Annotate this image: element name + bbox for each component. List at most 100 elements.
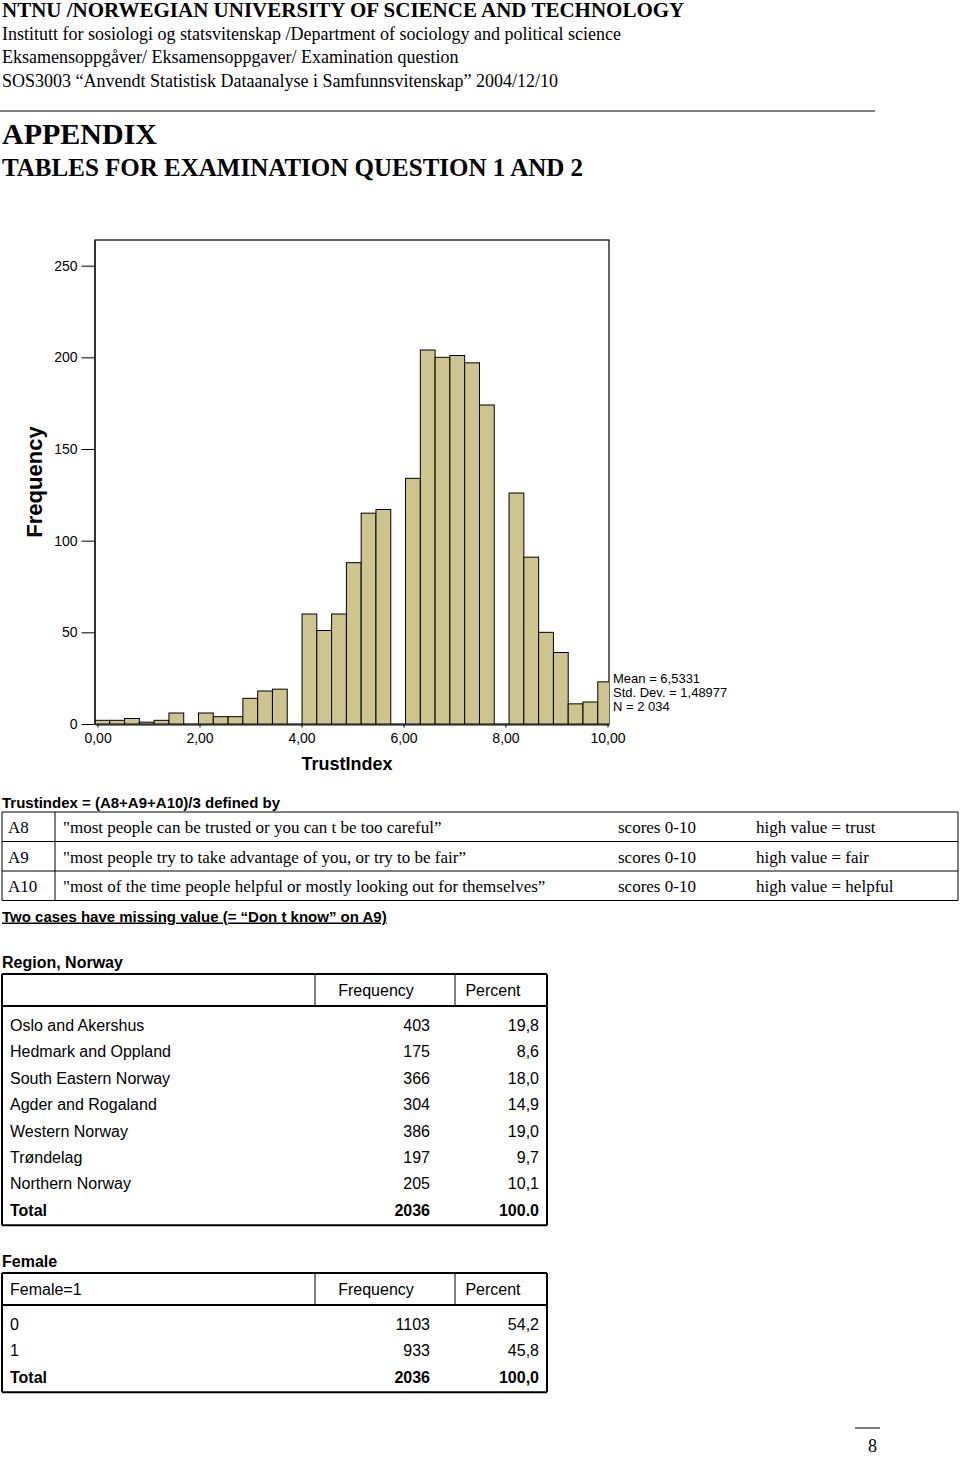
page: NTNU /NORWEGIAN UNIVERSITY OF SCIENCE AN… [0,0,960,1460]
x-tick-mark [98,725,99,728]
bar [509,493,524,724]
table-cell: 100.0 [499,1202,539,1219]
table-cell: 14,9 [508,1096,539,1113]
x-tick-mark [404,725,405,728]
y-tick-mark [82,632,95,633]
x-tick: 0,00 [84,725,111,747]
table-cell: Agder and Rogaland [10,1096,157,1113]
definition-cell: "most of the time people helpful or most… [63,877,545,896]
definition-cell: high value = trust [756,818,876,837]
bar [376,510,391,725]
y-tick-label: 150 [54,441,78,457]
table-border [2,1304,547,1306]
bar [539,632,554,724]
annotation: Std. Dev. = 1,48977 [613,685,727,700]
table-header: Percent [465,982,521,999]
x-tick-mark [302,725,303,728]
table-cell: 19,0 [508,1123,539,1140]
table-cell: Hedmark and Oppland [10,1043,171,1060]
y-tick: 100 [54,533,94,549]
table-cell: Oslo and Akershus [10,1017,144,1034]
page-rule [855,1428,880,1429]
bar [199,713,214,724]
bar [553,653,568,725]
table-cell: 9,7 [517,1149,539,1166]
table-title: Region, Norway [2,954,123,971]
x-tick-label: 10,00 [590,730,625,746]
bar [346,563,361,724]
table-border [1,974,3,1225]
header-line: SOS3003 “Anvendt Statistisk Dataanalyse … [2,71,558,91]
table-cell: Trøndelag [10,1149,82,1166]
definition-note: Two cases have missing value (= “Don t k… [2,908,387,925]
table-cell: 386 [403,1123,430,1140]
annotation: N = 2 034 [613,699,670,714]
bar [287,724,302,725]
page-svg: NTNU /NORWEGIAN UNIVERSITY OF SCIENCE AN… [0,0,960,1460]
x-axis: 0,002,004,006,008,0010,00 [84,725,625,747]
table-title: Female [2,1253,57,1270]
x-tick-mark [200,725,201,728]
header-line: Eksamensoppgåver/ Eksamensoppgaver/ Exam… [2,47,458,67]
bar [302,614,317,724]
bar [272,689,287,724]
table-border [55,812,56,901]
x-axis-title: TrustIndex [301,754,392,774]
table-cell: 2036 [394,1369,430,1386]
bar [154,720,169,724]
table-header: Percent [465,1281,521,1298]
bar [450,356,465,725]
bar [598,682,609,724]
table-border [2,1005,547,1007]
y-tick: 200 [54,349,94,365]
table-border [2,812,3,901]
table-rule [315,1273,316,1305]
table-rule [2,871,958,872]
bar [258,691,273,724]
definition-title: Trustindex = (A8+A9+A10)/3 defined by [2,794,281,811]
table-cell: 304 [403,1096,430,1113]
definition-cell: scores 0-10 [618,848,696,867]
y-tick: 150 [54,441,94,457]
table-cell: 1 [10,1342,19,1359]
bar [332,614,347,724]
definition-cell: scores 0-10 [618,877,696,896]
table-border [546,974,548,1225]
bars [95,350,609,724]
table-header: Frequency [338,1281,414,1298]
table-cell: 0 [10,1316,19,1333]
x-tick-mark [505,725,506,728]
table-border [2,1391,547,1393]
table-cell: 366 [403,1070,430,1087]
table-rule [315,974,316,1006]
appendix-title: APPENDIX [2,117,157,150]
table-cell: 8,6 [517,1043,539,1060]
y-tick-mark [82,449,95,450]
appendix-subtitle: TABLES FOR EXAMINATION QUESTION 1 AND 2 [2,154,583,181]
table-cell: 1103 [396,1316,431,1333]
x-tick: 10,00 [590,725,625,747]
definition-cell: A10 [8,877,37,896]
table-cell: 175 [403,1043,430,1060]
definition-cell: A9 [8,848,29,867]
table-header: Frequency [338,982,414,999]
table-cell: Northern Norway [10,1175,131,1192]
bar [406,478,421,724]
y-tick-mark [82,541,95,542]
table-rule [455,1273,456,1305]
bar [95,720,110,724]
y-tick: 50 [62,624,95,640]
table-border [2,812,958,813]
y-tick-mark [82,266,95,267]
table-cell: 54,2 [508,1316,539,1333]
table-rule [2,841,958,842]
page-number: 8 [868,1436,877,1456]
x-tick-label: 2,00 [186,730,213,746]
y-tick-label: 0 [70,716,78,732]
definition-cell: high value = fair [756,848,869,867]
table-border [958,812,959,901]
y-tick-mark [82,357,95,358]
table-cell: Total [10,1369,47,1386]
y-axis-line [95,241,96,725]
bar [139,722,154,724]
